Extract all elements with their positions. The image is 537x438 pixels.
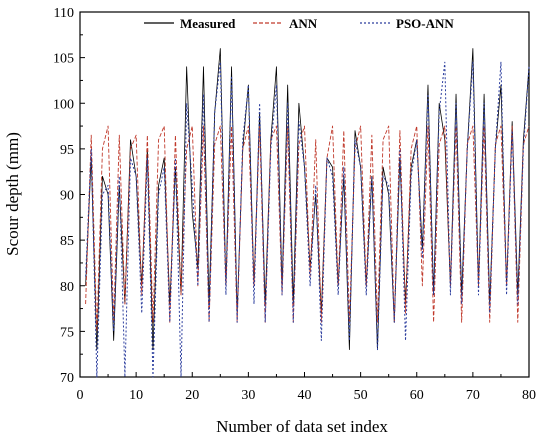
x-tick-label: 30 [241, 388, 255, 403]
x-tick-label: 20 [185, 388, 199, 403]
y-axis-title: Scour depth (mm) [3, 132, 22, 256]
legend-label: PSO-ANN [396, 16, 454, 31]
legend: Measured ANN PSO-ANN [144, 16, 454, 31]
x-tick-label: 80 [522, 388, 536, 403]
legend-label: Measured [180, 16, 236, 31]
y-tick-label: 95 [60, 143, 74, 158]
y-tick-label: 80 [60, 280, 74, 295]
x-tick-label: 50 [354, 388, 368, 403]
x-tick-label: 70 [466, 388, 480, 403]
y-tick-label: 75 [60, 325, 74, 340]
x-tick-label: 60 [410, 388, 424, 403]
legend-label: ANN [289, 16, 318, 31]
series-line-pso-ann [85, 61, 530, 378]
x-tick-label: 40 [298, 388, 312, 403]
series-line-ann [85, 125, 530, 332]
x-tick-label: 0 [77, 388, 84, 403]
y-tick-label: 110 [54, 6, 74, 21]
y-tick-label: 85 [60, 234, 74, 249]
x-axis-title: Number of data set index [216, 417, 388, 436]
y-tick-label: 70 [60, 371, 74, 386]
y-tick-label: 100 [53, 97, 74, 112]
y-tick-label: 90 [60, 189, 74, 204]
x-tick-label: 10 [129, 388, 143, 403]
y-tick-label: 105 [53, 52, 74, 67]
